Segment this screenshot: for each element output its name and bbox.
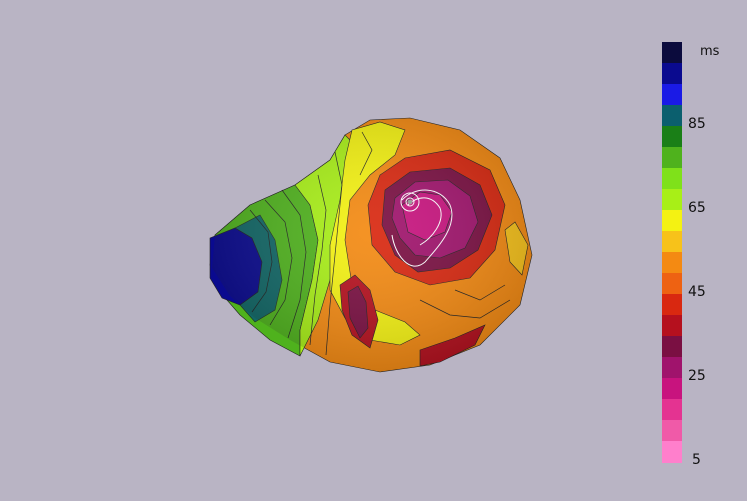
colorbar-swatch [662, 336, 682, 358]
colorbar-tick-5: 5 [692, 452, 701, 468]
colorbar-swatch [662, 84, 682, 106]
colorbar-swatch [662, 63, 682, 85]
colorbar-tick-85: 85 [688, 116, 706, 132]
colorbar-tick-45: 45 [688, 284, 706, 300]
heart-surface-model[interactable] [209, 117, 533, 373]
colorbar-swatch [662, 315, 682, 337]
colorbar-tick-65: 65 [688, 200, 706, 216]
colorbar-swatch [662, 126, 682, 148]
colorbar-swatch [662, 357, 682, 379]
colorbar-tick-25: 25 [688, 368, 706, 384]
colorbar-swatch [662, 420, 682, 442]
colorbar-swatch [662, 378, 682, 400]
colorbar-swatch [662, 273, 682, 295]
colorbar [662, 42, 682, 463]
colorbar-swatch [662, 399, 682, 421]
surface-shading [212, 118, 532, 372]
colorbar-swatch [662, 189, 682, 211]
colorbar-swatch [662, 441, 682, 463]
colorbar-swatch [662, 294, 682, 316]
colorbar-swatch [662, 105, 682, 127]
colorbar-swatch [662, 42, 682, 64]
colorbar-swatch [662, 210, 682, 232]
colorbar-swatch [662, 231, 682, 253]
colorbar-swatch [662, 147, 682, 169]
colorbar-swatch [662, 252, 682, 274]
colorbar-swatch [662, 168, 682, 190]
colorbar-unit-label: ms [700, 44, 720, 59]
